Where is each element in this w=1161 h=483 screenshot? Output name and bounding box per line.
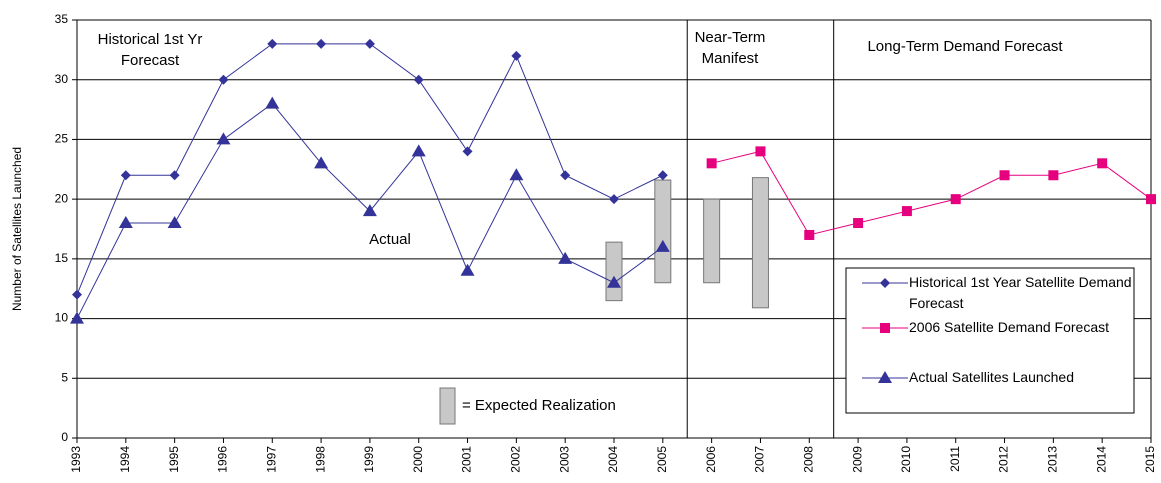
point bbox=[607, 275, 621, 288]
series-line bbox=[711, 150, 1152, 236]
point bbox=[413, 74, 424, 85]
point bbox=[655, 239, 670, 252]
series-line bbox=[76, 43, 664, 295]
point bbox=[901, 206, 912, 217]
x-tick-label: 2013 bbox=[1046, 446, 1060, 473]
x-tick-label: 1998 bbox=[313, 446, 327, 473]
point bbox=[314, 156, 329, 169]
point bbox=[218, 74, 229, 85]
point bbox=[362, 204, 377, 217]
point bbox=[609, 194, 619, 205]
annotation: Long-Term Demand Forecast bbox=[867, 38, 1063, 55]
legend-marker bbox=[880, 278, 890, 288]
point bbox=[560, 170, 571, 181]
point bbox=[462, 146, 473, 157]
y-tick-label: 15 bbox=[55, 251, 69, 265]
y-tick-label: 20 bbox=[55, 191, 69, 205]
point bbox=[804, 229, 815, 240]
point bbox=[70, 311, 84, 324]
legend-marker bbox=[880, 323, 890, 333]
annotation: Actual bbox=[369, 231, 411, 248]
legend-swatch bbox=[439, 387, 456, 425]
expected-realization-bar bbox=[654, 179, 672, 284]
point bbox=[511, 50, 522, 61]
x-tick-label: 2003 bbox=[557, 446, 571, 473]
x-tick-label: 2011 bbox=[948, 446, 962, 472]
point bbox=[118, 216, 133, 229]
x-tick-label: 2007 bbox=[753, 446, 767, 473]
legend-label: Actual Satellites Launched bbox=[909, 369, 1074, 385]
expected-realization-bar bbox=[605, 241, 623, 302]
x-tick-label: 2008 bbox=[801, 446, 815, 473]
x-tick-label: 2009 bbox=[850, 446, 864, 473]
legend-marker bbox=[878, 371, 892, 383]
point bbox=[657, 170, 668, 181]
x-tick-label: 2002 bbox=[509, 446, 523, 473]
x-tick-label: 1999 bbox=[362, 446, 376, 473]
x-tick-label: 2005 bbox=[655, 446, 669, 473]
point bbox=[316, 38, 327, 49]
point bbox=[1048, 170, 1059, 181]
point bbox=[755, 146, 766, 157]
x-tick-label: 2000 bbox=[411, 446, 425, 473]
x-tick-label: 2015 bbox=[1143, 446, 1157, 473]
y-tick-label: 25 bbox=[55, 132, 69, 146]
x-tick-label: 1993 bbox=[69, 446, 83, 473]
point bbox=[853, 218, 864, 229]
point bbox=[265, 96, 280, 109]
x-tick-label: 2006 bbox=[704, 446, 718, 473]
expected-realization-bar bbox=[703, 198, 721, 284]
x-tick-label: 2012 bbox=[997, 446, 1011, 473]
x-tick-label: 2004 bbox=[606, 446, 620, 473]
point bbox=[706, 158, 717, 169]
point bbox=[167, 216, 182, 229]
x-tick-label: 2010 bbox=[899, 446, 913, 473]
point bbox=[72, 289, 82, 300]
annotation: Manifest bbox=[702, 50, 760, 67]
point bbox=[169, 170, 180, 181]
point bbox=[558, 251, 573, 264]
expected-realization-bar bbox=[751, 177, 769, 309]
x-tick-label: 1995 bbox=[167, 446, 181, 473]
annotation: Forecast bbox=[121, 52, 180, 69]
y-tick-label: 35 bbox=[55, 12, 69, 26]
y-tick-label: 30 bbox=[55, 72, 69, 86]
point bbox=[120, 170, 131, 181]
legend-label: = Expected Realization bbox=[462, 397, 616, 414]
y-tick-label: 10 bbox=[55, 311, 69, 325]
y-tick-label: 5 bbox=[61, 370, 68, 384]
point bbox=[999, 170, 1010, 181]
point bbox=[460, 263, 475, 276]
y-tick-label: 0 bbox=[61, 430, 68, 444]
point bbox=[1146, 194, 1156, 205]
point bbox=[411, 144, 426, 157]
annotation: Near-Term bbox=[695, 29, 766, 46]
point bbox=[950, 194, 961, 205]
point bbox=[364, 38, 375, 49]
annotation: Historical 1st Yr bbox=[98, 31, 203, 48]
point bbox=[1097, 158, 1108, 169]
legend-label: Historical 1st Year Satellite Demand For… bbox=[909, 274, 1132, 311]
point bbox=[509, 168, 524, 181]
point bbox=[216, 132, 231, 145]
legend-box bbox=[845, 267, 1135, 414]
x-tick-label: 2014 bbox=[1094, 446, 1108, 473]
point bbox=[267, 38, 278, 49]
x-tick-label: 2001 bbox=[460, 446, 474, 473]
x-tick-label: 1996 bbox=[216, 446, 230, 473]
x-tick-label: 1994 bbox=[118, 446, 132, 473]
legend-label: 2006 Satellite Demand Forecast bbox=[909, 319, 1109, 335]
x-tick-label: 1997 bbox=[264, 446, 278, 473]
y-axis-label: Number of Satellites Launched bbox=[10, 147, 24, 311]
